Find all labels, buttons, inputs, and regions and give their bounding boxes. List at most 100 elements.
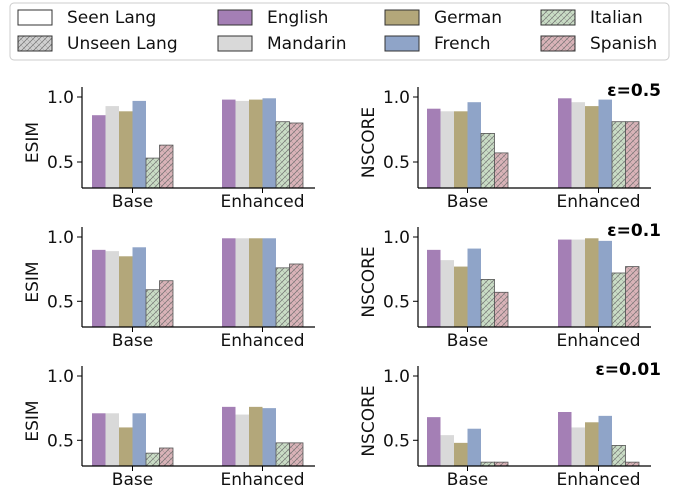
bar-spanish-enhanced — [289, 442, 304, 467]
panel-0-0: 1.0 0.5 Base Enhanced ESIM — [23, 87, 315, 212]
bar-german-enhanced — [585, 422, 599, 466]
panel-2-0: 1.0 0.5 Base Enhanced ESIM — [23, 366, 315, 490]
legend-swatch-mandarin — [217, 35, 253, 52]
bar-mandarin-enhanced — [571, 239, 585, 327]
x-tick-label-base: Base — [112, 470, 153, 490]
y-tick-label: 1.0 — [383, 367, 410, 387]
bar-english-base — [427, 249, 441, 327]
legend-swatch-italian — [540, 9, 576, 26]
bar-italian-enhanced — [275, 121, 290, 189]
bar-german-enhanced — [249, 99, 263, 188]
legend-swatch-seen-lang — [17, 9, 53, 26]
bar-mandarin-enhanced — [571, 102, 585, 188]
bar-italian-base — [145, 289, 160, 328]
y-tick-label: 1.0 — [47, 367, 74, 387]
y-tick-label: 1.0 — [47, 228, 74, 248]
bar-french-base — [467, 428, 481, 466]
bar-mandarin-enhanced — [235, 238, 249, 327]
legend-swatch-spanish — [540, 35, 576, 52]
bar-english-enhanced — [222, 406, 236, 466]
bar-italian-base — [480, 132, 495, 189]
bar-german-enhanced — [585, 238, 599, 327]
bar-spanish-base — [494, 291, 509, 328]
bar-german-enhanced — [249, 238, 263, 327]
bar-spanish-base — [159, 144, 174, 189]
x-tick-label-enhanced: Enhanced — [556, 470, 640, 490]
bar-spanish-enhanced — [289, 122, 304, 189]
bar-italian-base — [145, 452, 160, 467]
legend-frame — [9, 2, 670, 61]
bar-german-base — [119, 427, 133, 466]
x-tick-label-enhanced: Enhanced — [220, 192, 304, 212]
x-tick-label-base: Base — [447, 470, 488, 490]
y-tick-label: 0.5 — [383, 431, 410, 451]
bar-german-enhanced — [249, 406, 263, 466]
bar-mandarin-base — [440, 435, 454, 466]
bar-french-enhanced — [262, 408, 276, 466]
legend-label-english: English — [267, 8, 328, 28]
legend: Seen Lang English German Italian Unseen Lang… — [9, 2, 670, 61]
bar-mandarin-enhanced — [235, 414, 249, 466]
y-tick-label: 0.5 — [383, 153, 410, 173]
legend-label-french: French — [434, 34, 491, 54]
bar-mandarin-base — [440, 111, 454, 188]
y-axis-label: ESIM — [23, 400, 43, 441]
legend-label-spanish: Spanish — [590, 34, 657, 54]
bar-german-enhanced — [585, 106, 599, 188]
bar-french-base — [132, 100, 146, 188]
y-axis-label: ESIM — [23, 261, 43, 302]
x-tick-label-enhanced: Enhanced — [220, 331, 304, 351]
x-tick-label-enhanced: Enhanced — [556, 331, 640, 351]
bar-mandarin-base — [105, 106, 119, 188]
legend-swatch-english — [217, 9, 253, 26]
bar-english-base — [92, 249, 106, 327]
bar-english-base — [427, 417, 441, 466]
bar-german-base — [454, 111, 468, 188]
legend-swatch-german — [384, 9, 420, 26]
bar-french-base — [467, 102, 481, 188]
bar-french-enhanced — [598, 415, 612, 466]
bar-spanish-base — [159, 447, 174, 467]
legend-label-italian: Italian — [590, 8, 643, 28]
x-tick-label-base: Base — [112, 192, 153, 212]
epsilon-annotation: ε=0.5 — [607, 81, 661, 101]
y-tick-label: 1.0 — [383, 228, 410, 248]
legend-swatch-french — [384, 35, 420, 52]
bar-german-base — [119, 256, 133, 327]
y-tick-label: 0.5 — [383, 292, 410, 312]
bar-english-base — [427, 108, 441, 188]
y-tick-label: 1.0 — [383, 88, 410, 108]
bar-french-enhanced — [598, 99, 612, 188]
bar-english-enhanced — [558, 239, 572, 327]
bar-german-base — [119, 111, 133, 188]
legend-label-seen-lang: Seen Lang — [67, 8, 156, 28]
bar-italian-base — [480, 279, 495, 328]
bar-german-base — [454, 442, 468, 466]
bar-italian-enhanced — [275, 442, 290, 467]
bar-english-enhanced — [222, 238, 236, 327]
bar-french-enhanced — [262, 98, 276, 188]
panel-2-1: 1.0 0.5 Base Enhanced NSCORE ε=0.01 — [359, 360, 661, 490]
bar-english-enhanced — [558, 412, 572, 466]
bar-italian-enhanced — [611, 272, 626, 328]
panel-1-0: 1.0 0.5 Base Enhanced ESIM — [23, 227, 315, 351]
bar-english-base — [92, 115, 106, 188]
epsilon-annotation: ε=0.01 — [595, 360, 661, 380]
bar-spanish-enhanced — [625, 266, 640, 328]
legend-label-german: German — [434, 8, 502, 28]
legend-label-unseen-lang: Unseen Lang — [67, 34, 178, 54]
y-tick-label: 0.5 — [47, 292, 74, 312]
x-tick-label-enhanced: Enhanced — [556, 192, 640, 212]
bar-french-base — [467, 248, 481, 327]
bar-mandarin-base — [105, 413, 119, 466]
x-tick-label-base: Base — [447, 192, 488, 212]
bar-italian-enhanced — [275, 267, 290, 328]
y-axis-label: NSCORE — [359, 246, 379, 317]
bar-mandarin-base — [105, 251, 119, 327]
bar-spanish-enhanced — [289, 263, 304, 328]
bar-italian-base — [145, 157, 160, 189]
y-axis-label: NSCORE — [359, 107, 379, 178]
x-tick-label-enhanced: Enhanced — [220, 470, 304, 490]
